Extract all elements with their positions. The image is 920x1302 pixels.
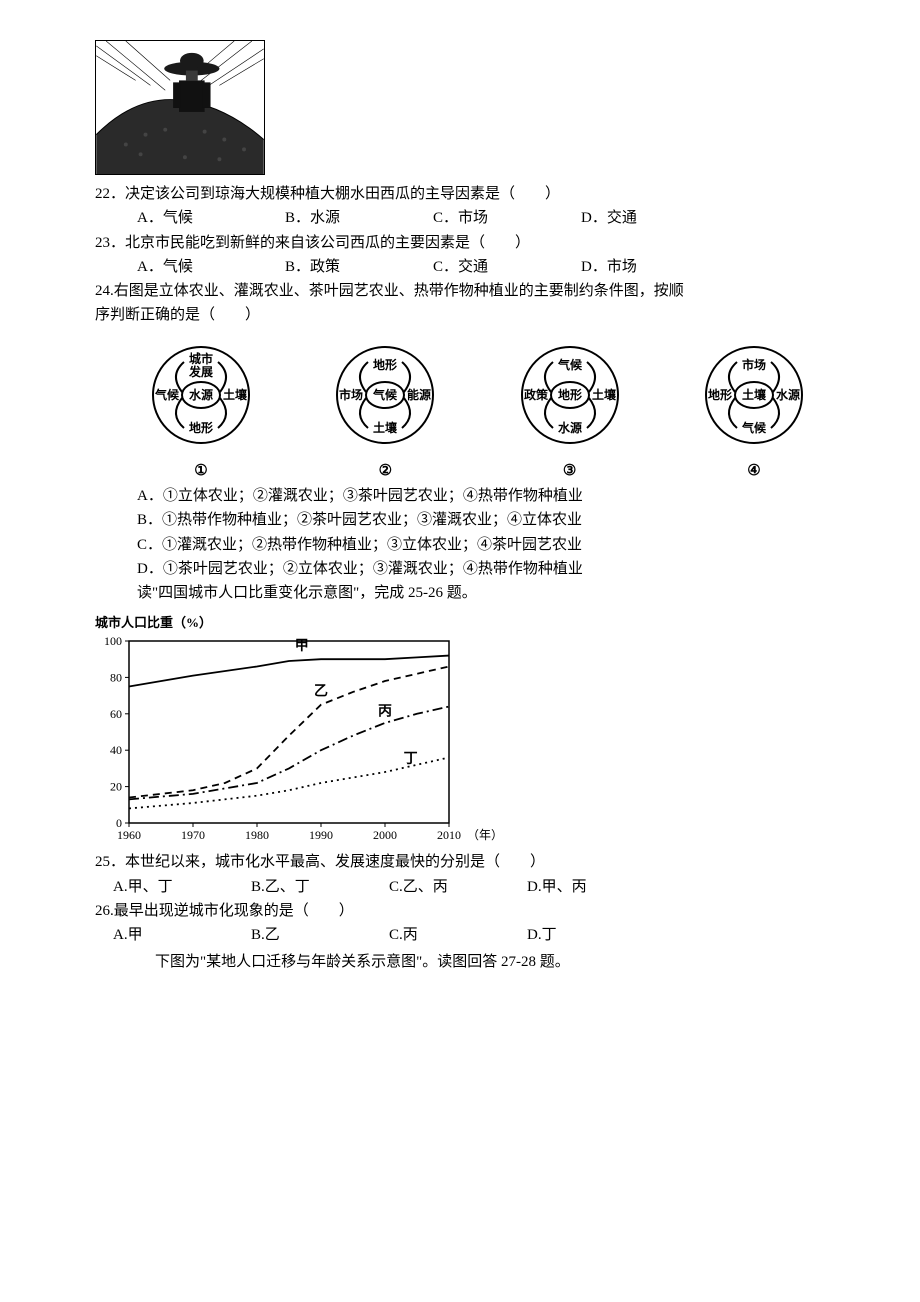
svg-text:1970: 1970: [181, 828, 205, 842]
note-27-28: 下图为"某地人口迁移与年龄关系示意图"。读图回答 27-28 题。: [95, 951, 840, 974]
svg-text:土壤: 土壤: [223, 387, 248, 402]
svg-text:能源: 能源: [407, 387, 431, 402]
circle-2: 地形 市场 气候 能源 土壤 ②: [315, 340, 455, 484]
svg-text:1980: 1980: [245, 828, 269, 842]
svg-text:60: 60: [110, 707, 122, 721]
farmer-photo: [95, 40, 265, 175]
q22-d: D．交通: [581, 207, 729, 230]
q23-d: D．市场: [581, 256, 729, 279]
circle-3: 气候 政策 地形 土壤 水源 ③: [500, 340, 640, 484]
svg-text:地形: 地形: [708, 387, 732, 402]
svg-text:政策: 政策: [524, 387, 549, 402]
svg-text:地形: 地形: [373, 357, 397, 372]
q25-stem: 25．本世纪以来，城市化水平最高、发展速度最快的分别是（ ）: [95, 851, 840, 874]
svg-text:40: 40: [110, 744, 122, 758]
svg-text:市场: 市场: [742, 357, 766, 372]
q23-a: A．气候: [137, 256, 285, 279]
circle-4: 市场 地形 土壤 水源 气候 ④: [684, 340, 824, 484]
circle-1: 城市 发展 气候 水源 土壤 地形 ①: [131, 340, 271, 484]
q22-b: B．水源: [285, 207, 433, 230]
q26-a: A.甲: [113, 924, 251, 947]
q24-c: C．①灌溉农业；②热带作物种植业；③立体农业；④茶叶园艺农业: [137, 534, 840, 557]
urbanization-line-chart: 020406080100196019701980199020002010（年）甲…: [95, 635, 840, 845]
q22-a: A．气候: [137, 207, 285, 230]
q26-stem: 26.最早出现逆城市化现象的是（ ）: [95, 900, 840, 923]
svg-text:水源: 水源: [776, 387, 800, 402]
q24-note: 读"四国城市人口比重变化示意图"，完成 25-26 题。: [137, 582, 840, 605]
q26-d: D.丁: [527, 924, 665, 947]
q24-stem-2: 序判断正确的是（ ）: [95, 304, 840, 327]
svg-text:水源: 水源: [558, 420, 582, 435]
svg-text:乙: 乙: [314, 684, 328, 700]
svg-text:（年）: （年）: [467, 828, 503, 842]
q25-a: A.甲、丁: [113, 876, 251, 899]
svg-text:土壤: 土壤: [592, 387, 617, 402]
svg-text:土壤: 土壤: [742, 387, 767, 402]
svg-text:气候: 气候: [154, 387, 180, 402]
svg-text:土壤: 土壤: [373, 420, 398, 435]
svg-text:1990: 1990: [309, 828, 333, 842]
circle-3-num: ③: [500, 460, 640, 483]
q23-options: A．气候 B．政策 C．交通 D．市场: [95, 256, 840, 279]
q25-b: B.乙、丁: [251, 876, 389, 899]
svg-text:市场: 市场: [339, 387, 363, 402]
q23-stem: 23．北京市民能吃到新鲜的来自该公司西瓜的主要因素是（ ）: [95, 232, 840, 255]
svg-text:地形: 地形: [558, 387, 582, 402]
svg-text:发展: 发展: [188, 364, 213, 379]
q24-d: D．①茶叶园艺农业；②立体农业；③灌溉农业；④热带作物种植业: [137, 558, 840, 581]
svg-text:地形: 地形: [189, 420, 213, 435]
q24-options: A．①立体农业；②灌溉农业；③茶叶园艺农业；④热带作物种植业 B．①热带作物种植…: [95, 485, 840, 605]
svg-text:气候: 气候: [372, 387, 398, 402]
svg-text:气候: 气候: [741, 420, 767, 435]
svg-text:水源: 水源: [189, 387, 213, 402]
q24-stem-1: 24.右图是立体农业、灌溉农业、茶叶园艺农业、热带作物种植业的主要制约条件图，按…: [95, 280, 840, 303]
svg-text:丁: 丁: [404, 752, 418, 767]
circle-1-num: ①: [131, 460, 271, 483]
q24-circles: 城市 发展 气候 水源 土壤 地形 ① 地形 市场 气候 能源 土壤 ②: [95, 332, 840, 484]
q26-options: A.甲 B.乙 C.丙 D.丁: [95, 924, 840, 947]
svg-text:甲: 甲: [295, 638, 309, 654]
svg-text:80: 80: [110, 671, 122, 685]
q22-options: A．气候 B．水源 C．市场 D．交通: [95, 207, 840, 230]
svg-text:2010: 2010: [437, 828, 461, 842]
chart-title: 城市人口比重（%）: [95, 613, 840, 633]
svg-text:100: 100: [104, 635, 122, 648]
svg-text:丙: 丙: [378, 704, 392, 720]
svg-text:2000: 2000: [373, 828, 397, 842]
circle-2-num: ②: [315, 460, 455, 483]
q23-c: C．交通: [433, 256, 581, 279]
q26-c: C.丙: [389, 924, 527, 947]
svg-text:气候: 气候: [557, 357, 583, 372]
svg-text:城市: 城市: [189, 351, 213, 366]
q23-b: B．政策: [285, 256, 433, 279]
q22-c: C．市场: [433, 207, 581, 230]
q24-b: B．①热带作物种植业；②茶叶园艺农业；③灌溉农业；④立体农业: [137, 509, 840, 532]
q25-c: C.乙、丙: [389, 876, 527, 899]
q25-options: A.甲、丁 B.乙、丁 C.乙、丙 D.甲、丙: [95, 876, 840, 899]
q25-d: D.甲、丙: [527, 876, 665, 899]
svg-text:20: 20: [110, 780, 122, 794]
q24-a: A．①立体农业；②灌溉农业；③茶叶园艺农业；④热带作物种植业: [137, 485, 840, 508]
svg-text:1960: 1960: [117, 828, 141, 842]
q22-stem: 22．决定该公司到琼海大规模种植大棚水田西瓜的主导因素是（ ）: [95, 183, 840, 206]
circle-4-num: ④: [684, 460, 824, 483]
q26-b: B.乙: [251, 924, 389, 947]
